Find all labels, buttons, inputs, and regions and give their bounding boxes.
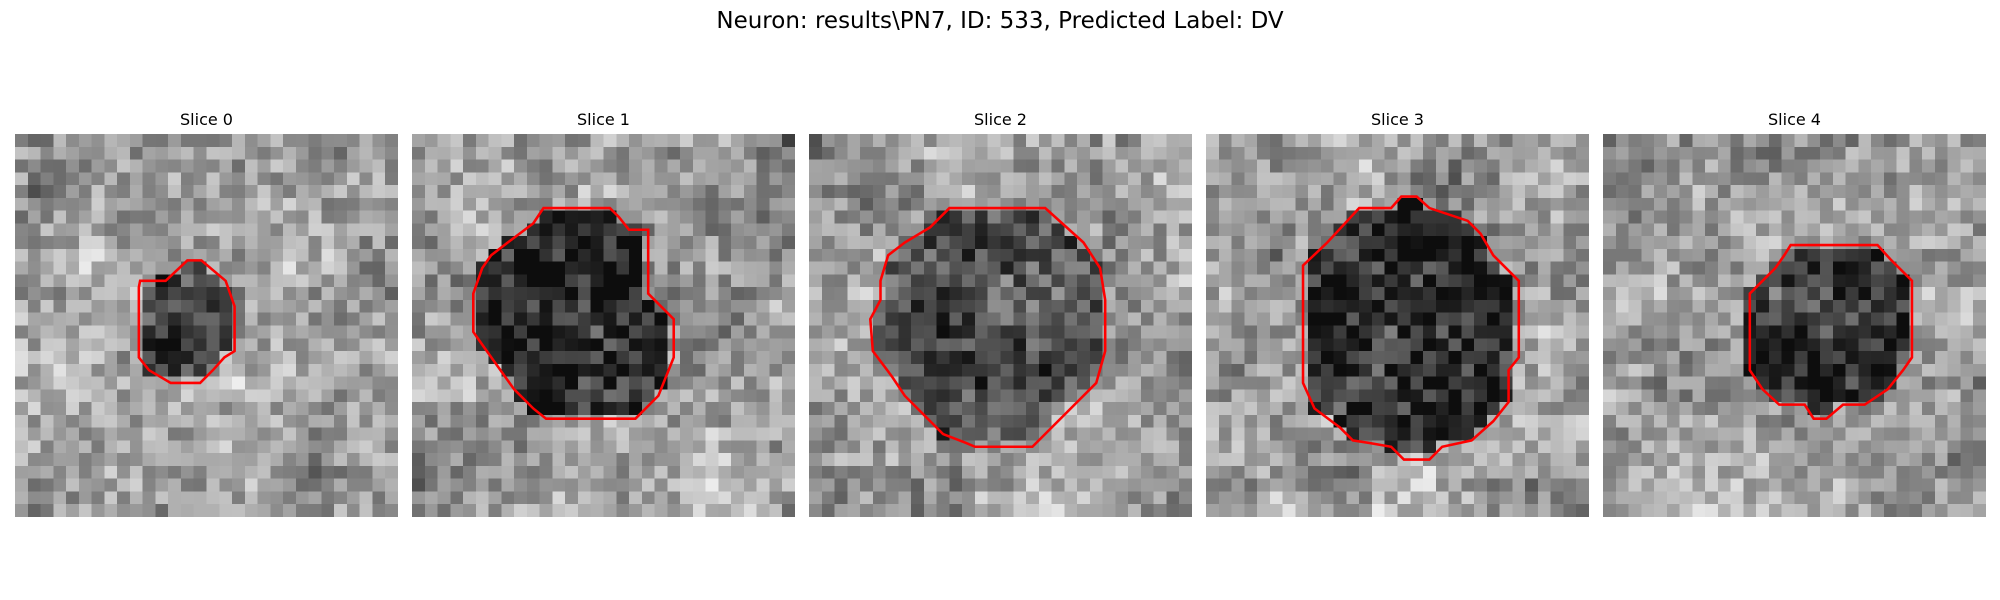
pixel-grid (1206, 134, 1589, 517)
slice-image-0 (15, 134, 398, 517)
figure-title: Neuron: results\PN7, ID: 533, Predicted … (716, 8, 1284, 34)
slice-title: Slice 2 (974, 110, 1027, 129)
slice-title: Slice 1 (577, 110, 630, 129)
slice-panel-0: Slice 0 (15, 110, 398, 519)
pixel-grid (15, 134, 398, 517)
neuron-contour (137, 259, 236, 385)
slice-title: Slice 4 (1768, 110, 1821, 129)
neuron-contour (472, 206, 675, 420)
neuron-contour (868, 206, 1107, 449)
slice-image-2 (809, 134, 1192, 517)
slice-panel-2: Slice 2 (809, 110, 1192, 519)
slice-title: Slice 0 (180, 110, 233, 129)
slice-image-4 (1603, 134, 1986, 517)
slice-title: Slice 3 (1371, 110, 1424, 129)
slice-panel-1: Slice 1 (412, 110, 795, 519)
pixel-grid (809, 134, 1192, 517)
slice-panel-4: Slice 4 (1603, 110, 1986, 519)
pixel-grid (1603, 134, 1986, 517)
neuron-contour (1301, 195, 1521, 461)
slice-panel-3: Slice 3 (1206, 110, 1589, 519)
slice-image-1 (412, 134, 795, 517)
pixel-grid (412, 134, 795, 517)
neuron-contour (1748, 243, 1914, 420)
slice-image-3 (1206, 134, 1589, 517)
